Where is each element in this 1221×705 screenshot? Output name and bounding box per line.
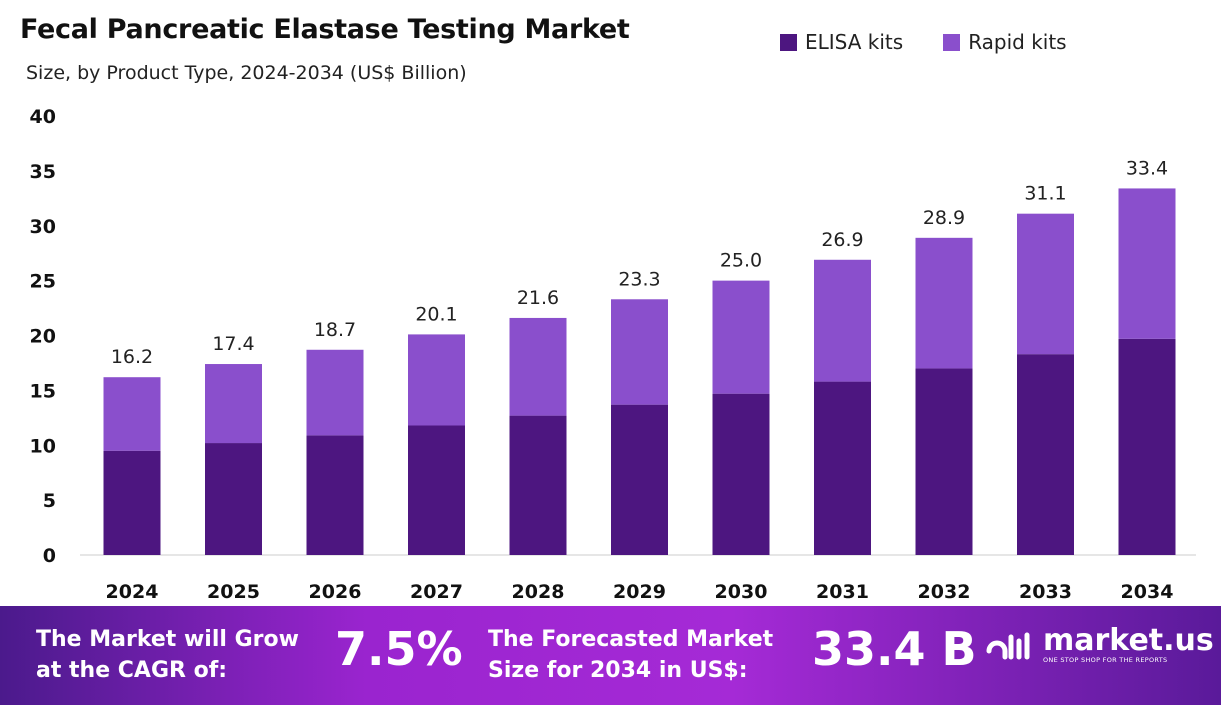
- x-tick-label: 2034: [1121, 581, 1174, 603]
- bar-elisa-kits: [915, 368, 973, 555]
- x-tick-label: 2030: [715, 581, 768, 603]
- bar-elisa-kits: [509, 415, 567, 555]
- y-tick-label: 15: [30, 380, 56, 402]
- legend-item-elisa: ELISA kits: [780, 30, 903, 54]
- legend: ELISA kits Rapid kits: [780, 30, 1067, 54]
- data-label: 26.9: [821, 229, 863, 251]
- bar-elisa-kits: [205, 443, 262, 555]
- bar-rapid-kits: [306, 349, 364, 436]
- bar-rapid-kits: [408, 334, 465, 426]
- cagr-label: The Market will Grow at the CAGR of:: [36, 627, 299, 683]
- data-label: 17.4: [212, 333, 254, 355]
- x-tick-label: 2033: [1019, 581, 1072, 603]
- bar-elisa-kits: [712, 393, 770, 555]
- bar-rapid-kits: [814, 259, 871, 382]
- bar-elisa-kits: [611, 404, 668, 555]
- bar-rapid-kits: [611, 299, 668, 405]
- bar-rapid-kits: [1118, 188, 1176, 339]
- chart-subtitle: Size, by Product Type, 2024-2034 (US$ Bi…: [26, 62, 467, 84]
- data-label: 31.1: [1024, 183, 1066, 205]
- data-label: 23.3: [618, 268, 660, 290]
- data-label: 16.2: [111, 346, 153, 368]
- x-tick-label: 2027: [410, 581, 463, 603]
- x-tick-label: 2031: [816, 581, 869, 603]
- y-tick-label: 5: [43, 490, 56, 512]
- bar-elisa-kits: [814, 381, 871, 555]
- x-tick-label: 2025: [207, 581, 260, 603]
- x-tick-label: 2026: [309, 581, 362, 603]
- bar-rapid-kits: [915, 237, 973, 369]
- x-tick-label: 2028: [512, 581, 565, 603]
- data-label: 33.4: [1126, 157, 1168, 179]
- bar-elisa-kits: [1017, 354, 1074, 555]
- bar-elisa-kits: [408, 425, 465, 555]
- logo-icon: [986, 632, 1030, 660]
- legend-swatch: [943, 33, 961, 51]
- x-tick-label: 2024: [106, 581, 159, 603]
- data-label: 25.0: [720, 250, 762, 272]
- footer-banner: The Market will Grow at the CAGR of: 7.5%…: [0, 606, 1221, 705]
- chart-plot: 051015202530354016.2202417.4202518.72026…: [30, 106, 1196, 603]
- y-tick-label: 40: [30, 106, 56, 128]
- bar-rapid-kits: [509, 317, 567, 416]
- y-tick-label: 20: [30, 326, 56, 348]
- bar-elisa-kits: [306, 435, 364, 555]
- legend-label: ELISA kits: [805, 30, 904, 54]
- bar-elisa-kits: [103, 450, 161, 555]
- cagr-value: 7.5%: [335, 622, 463, 676]
- y-tick-label: 30: [30, 216, 56, 238]
- y-tick-label: 10: [30, 435, 56, 457]
- x-tick-label: 2032: [918, 581, 971, 603]
- forecast-label: The Forecasted Market Size for 2034 in US…: [488, 627, 774, 683]
- legend-label: Rapid kits: [968, 30, 1067, 54]
- data-label: 21.6: [517, 287, 559, 309]
- bar-rapid-kits: [205, 364, 262, 444]
- legend-swatch: [780, 33, 797, 51]
- market-us-logo: market.us ONE STOP SHOP FOR THE REPORTS: [985, 626, 1214, 664]
- bar-rapid-kits: [103, 377, 161, 451]
- legend-item-rapid: Rapid kits: [943, 30, 1067, 54]
- forecast-value: 33.4 B: [812, 622, 977, 676]
- bar-rapid-kits: [1017, 213, 1074, 355]
- data-label: 18.7: [314, 319, 356, 341]
- bar-rapid-kits: [712, 280, 770, 394]
- data-label: 28.9: [923, 207, 965, 229]
- chart-title: Fecal Pancreatic Elastase Testing Market: [20, 14, 630, 45]
- data-label: 20.1: [415, 303, 457, 325]
- bar-elisa-kits: [1118, 338, 1176, 555]
- x-tick-label: 2029: [613, 581, 666, 603]
- y-tick-label: 25: [30, 271, 56, 293]
- y-tick-label: 35: [30, 161, 56, 183]
- y-tick-label: 0: [43, 545, 56, 567]
